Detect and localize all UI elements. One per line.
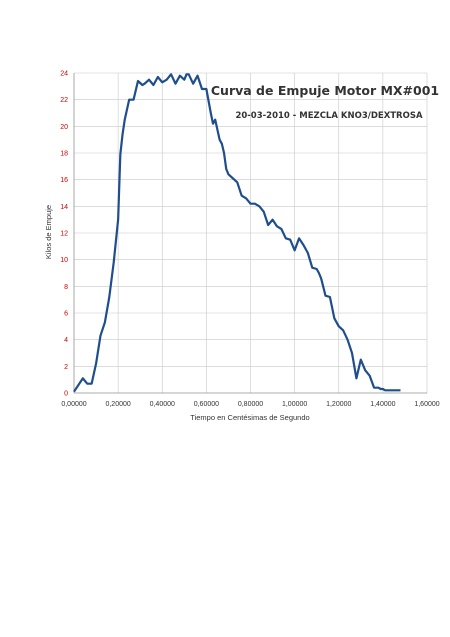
y-tick-label: 14 [60,204,68,211]
y-tick-label: 4 [64,337,68,344]
y-tick-label: 8 [64,284,68,291]
x-tick-label: 1,40000 [370,401,395,408]
y-tick-label: 2 [64,364,68,371]
y-tick-label: 24 [60,71,68,78]
x-tick-label: 0,60000 [194,401,219,408]
y-tick-label: 22 [60,97,68,104]
x-axis-label: Tiempo en Centésimas de Segundo [190,413,309,422]
x-tick-label: 0,40000 [150,401,175,408]
chart-subtitle: 20-03-2010 - MEZCLA KNO3/DEXTROSA [235,111,422,121]
x-tick-label: 1,60000 [414,401,439,408]
y-tick-label: 18 [60,151,68,158]
chart-title: Curva de Empuje Motor MX#001 [211,83,439,98]
y-tick-label: 10 [60,257,68,264]
y-tick-label: 16 [60,177,68,184]
x-tick-label: 0,00000 [61,401,86,408]
y-tick-label: 12 [60,231,68,238]
thrust-curve-line [73,73,401,393]
x-tick-label: 1,20000 [326,401,351,408]
y-tick-label: 6 [64,311,68,318]
y-tick-label: 0 [64,391,68,398]
chart-axes [73,73,427,394]
x-tick-labels: 0,00000 0,20000 0,40000 0,60000 0,80000 1,000… [61,401,439,408]
chart-grid [73,72,428,394]
y-axis-label: Kilos de Empuje [44,205,53,259]
y-tick-label: 20 [60,124,68,131]
x-tick-label: 0,20000 [105,401,130,408]
x-tick-label: 1,00000 [282,401,307,408]
x-tick-label: 0,80000 [238,401,263,408]
